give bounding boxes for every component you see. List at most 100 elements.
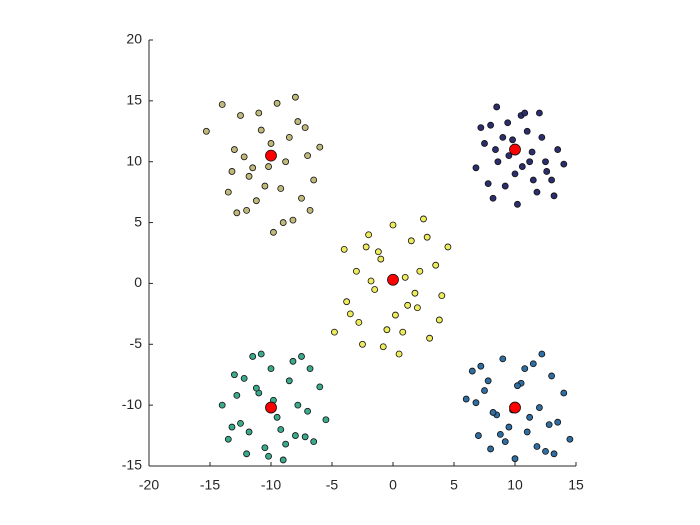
point xyxy=(301,124,309,132)
point xyxy=(523,127,531,135)
point xyxy=(316,143,324,151)
y-tick-label: 0 xyxy=(134,274,142,290)
y-tick-label: 10 xyxy=(126,152,142,168)
point xyxy=(306,365,314,373)
point xyxy=(277,185,285,192)
y-tick-label: 15 xyxy=(126,92,142,108)
point xyxy=(496,430,504,438)
point xyxy=(481,387,488,394)
point xyxy=(224,188,232,196)
point xyxy=(438,292,446,300)
point xyxy=(346,310,354,318)
point xyxy=(420,215,427,223)
point xyxy=(224,435,232,443)
point xyxy=(487,121,495,129)
y-tick-label: -5 xyxy=(130,335,143,351)
point xyxy=(218,101,226,108)
point xyxy=(529,360,537,368)
point xyxy=(536,109,543,117)
point xyxy=(548,176,555,184)
x-tick-label: 0 xyxy=(389,477,397,493)
point xyxy=(233,392,241,399)
point xyxy=(536,404,543,411)
point xyxy=(261,182,269,190)
point xyxy=(285,133,293,141)
point xyxy=(265,452,272,460)
point xyxy=(435,316,443,324)
x-tick-label: 10 xyxy=(507,477,523,493)
point xyxy=(542,158,549,166)
point xyxy=(362,243,370,251)
point xyxy=(477,124,485,132)
point xyxy=(304,152,312,160)
point xyxy=(255,109,263,117)
point xyxy=(481,140,488,147)
point xyxy=(514,200,521,208)
point xyxy=(505,423,513,431)
point xyxy=(423,233,431,241)
point xyxy=(291,93,299,101)
point xyxy=(523,428,531,436)
point xyxy=(228,423,236,431)
point xyxy=(462,395,470,403)
point xyxy=(472,164,480,172)
point xyxy=(395,350,403,358)
point xyxy=(550,192,558,200)
point xyxy=(509,401,521,414)
point xyxy=(298,353,305,360)
point xyxy=(509,143,521,156)
point xyxy=(301,433,309,441)
point xyxy=(252,384,260,392)
point xyxy=(331,328,338,336)
point xyxy=(560,160,568,168)
point xyxy=(306,206,314,214)
point xyxy=(230,371,238,379)
point xyxy=(237,112,244,119)
point xyxy=(352,267,360,275)
point xyxy=(509,136,516,144)
point xyxy=(289,357,297,365)
point xyxy=(310,176,318,184)
point xyxy=(289,216,297,224)
point xyxy=(426,334,434,342)
point xyxy=(371,286,379,293)
point xyxy=(277,426,285,433)
point xyxy=(533,443,541,450)
point xyxy=(499,133,507,141)
point xyxy=(267,365,275,373)
point xyxy=(432,261,440,269)
point xyxy=(492,146,499,153)
point xyxy=(521,365,529,373)
point xyxy=(493,103,501,111)
point xyxy=(243,450,251,458)
point xyxy=(545,421,553,429)
point xyxy=(521,109,529,117)
point xyxy=(355,318,363,326)
point xyxy=(267,140,275,147)
point xyxy=(538,350,546,358)
point xyxy=(359,340,366,348)
point xyxy=(273,413,281,421)
point xyxy=(304,407,312,415)
point xyxy=(411,289,419,297)
x-tick-label: -15 xyxy=(200,477,220,493)
point xyxy=(542,447,549,455)
x-tick-label: -5 xyxy=(326,477,339,493)
point xyxy=(399,328,407,336)
point xyxy=(487,445,495,453)
point xyxy=(367,277,375,285)
point xyxy=(279,456,287,464)
x-tick-label: 15 xyxy=(568,477,584,493)
x-tick-label: 5 xyxy=(450,477,458,493)
point xyxy=(322,416,330,424)
point xyxy=(298,194,305,202)
point xyxy=(494,158,502,166)
point xyxy=(340,245,348,253)
x-tick-label: -10 xyxy=(261,477,281,493)
point xyxy=(389,221,397,229)
point xyxy=(282,158,290,166)
point xyxy=(261,444,269,452)
point xyxy=(365,231,373,239)
y-tick-label: -10 xyxy=(122,396,142,412)
